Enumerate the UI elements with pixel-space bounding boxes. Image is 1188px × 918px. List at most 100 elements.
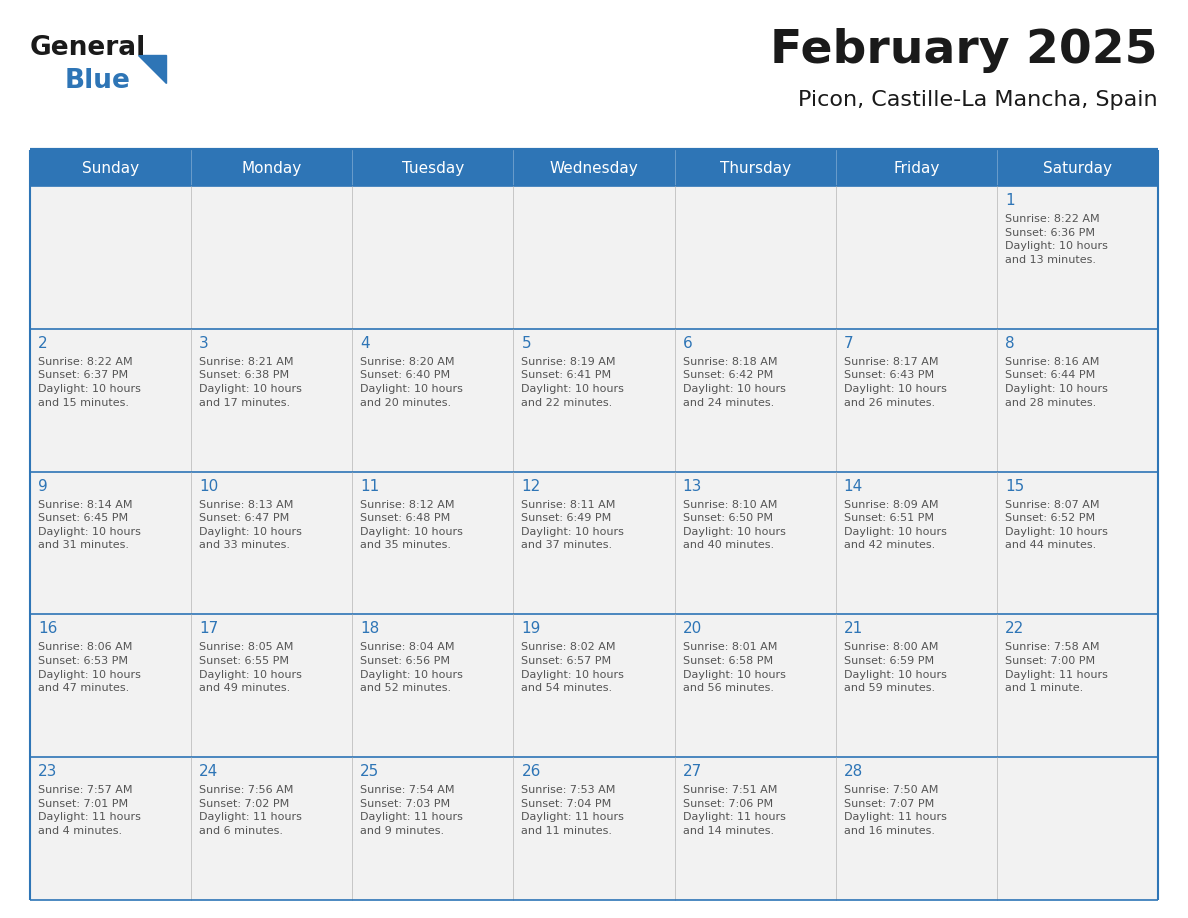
Bar [675,329,835,472]
Bar [835,757,997,900]
Text: 10: 10 [200,478,219,494]
Text: 14: 14 [843,478,862,494]
Text: Sunrise: 7:58 AM
Sunset: 7:00 PM
Daylight: 11 hours
and 1 minute.: Sunrise: 7:58 AM Sunset: 7:00 PM Dayligh… [1005,643,1107,693]
Bar [997,614,1158,757]
Bar [675,614,835,757]
Text: 8: 8 [1005,336,1015,351]
Text: 11: 11 [360,478,379,494]
Bar [191,614,353,757]
Bar [675,186,835,329]
Text: 23: 23 [38,764,57,779]
Bar [997,186,1158,329]
Text: 1: 1 [1005,193,1015,208]
Bar [191,757,353,900]
Text: 27: 27 [683,764,702,779]
Text: Sunrise: 7:50 AM
Sunset: 7:07 PM
Daylight: 11 hours
and 16 minutes.: Sunrise: 7:50 AM Sunset: 7:07 PM Dayligh… [843,785,947,836]
Bar [997,150,1158,186]
Bar [353,150,513,186]
Bar [30,757,191,900]
Text: 12: 12 [522,478,541,494]
Text: Sunrise: 7:56 AM
Sunset: 7:02 PM
Daylight: 11 hours
and 6 minutes.: Sunrise: 7:56 AM Sunset: 7:02 PM Dayligh… [200,785,302,836]
Text: Sunrise: 8:04 AM
Sunset: 6:56 PM
Daylight: 10 hours
and 52 minutes.: Sunrise: 8:04 AM Sunset: 6:56 PM Dayligh… [360,643,463,693]
Bar [513,150,675,186]
Text: 25: 25 [360,764,379,779]
Text: Sunrise: 8:06 AM
Sunset: 6:53 PM
Daylight: 10 hours
and 47 minutes.: Sunrise: 8:06 AM Sunset: 6:53 PM Dayligh… [38,643,141,693]
Bar [191,186,353,329]
Text: Picon, Castille-La Mancha, Spain: Picon, Castille-La Mancha, Spain [798,90,1158,110]
Text: Sunrise: 7:57 AM
Sunset: 7:01 PM
Daylight: 11 hours
and 4 minutes.: Sunrise: 7:57 AM Sunset: 7:01 PM Dayligh… [38,785,141,836]
Text: February 2025: February 2025 [771,28,1158,73]
Text: 9: 9 [38,478,48,494]
Text: Sunrise: 7:53 AM
Sunset: 7:04 PM
Daylight: 11 hours
and 11 minutes.: Sunrise: 7:53 AM Sunset: 7:04 PM Dayligh… [522,785,625,836]
Bar [835,186,997,329]
Bar [513,614,675,757]
Bar [513,472,675,614]
Text: Sunday: Sunday [82,161,139,175]
Bar [997,757,1158,900]
Text: 16: 16 [38,621,57,636]
Bar [513,186,675,329]
Text: Sunrise: 8:16 AM
Sunset: 6:44 PM
Daylight: 10 hours
and 28 minutes.: Sunrise: 8:16 AM Sunset: 6:44 PM Dayligh… [1005,357,1107,408]
Text: Blue: Blue [65,68,131,94]
Text: Sunrise: 8:09 AM
Sunset: 6:51 PM
Daylight: 10 hours
and 42 minutes.: Sunrise: 8:09 AM Sunset: 6:51 PM Dayligh… [843,499,947,551]
Bar [191,150,353,186]
Text: Sunrise: 8:01 AM
Sunset: 6:58 PM
Daylight: 10 hours
and 56 minutes.: Sunrise: 8:01 AM Sunset: 6:58 PM Dayligh… [683,643,785,693]
Text: Sunrise: 8:00 AM
Sunset: 6:59 PM
Daylight: 10 hours
and 59 minutes.: Sunrise: 8:00 AM Sunset: 6:59 PM Dayligh… [843,643,947,693]
Text: Sunrise: 8:10 AM
Sunset: 6:50 PM
Daylight: 10 hours
and 40 minutes.: Sunrise: 8:10 AM Sunset: 6:50 PM Dayligh… [683,499,785,551]
Polygon shape [138,55,166,83]
Bar [353,186,513,329]
Bar [353,329,513,472]
Text: 4: 4 [360,336,369,351]
Text: 13: 13 [683,478,702,494]
Bar [997,472,1158,614]
Text: 24: 24 [200,764,219,779]
Bar [191,329,353,472]
Text: Sunrise: 8:20 AM
Sunset: 6:40 PM
Daylight: 10 hours
and 20 minutes.: Sunrise: 8:20 AM Sunset: 6:40 PM Dayligh… [360,357,463,408]
Bar [30,150,191,186]
Text: Sunrise: 8:17 AM
Sunset: 6:43 PM
Daylight: 10 hours
and 26 minutes.: Sunrise: 8:17 AM Sunset: 6:43 PM Dayligh… [843,357,947,408]
Bar [513,757,675,900]
Text: Saturday: Saturday [1043,161,1112,175]
Text: Sunrise: 8:22 AM
Sunset: 6:37 PM
Daylight: 10 hours
and 15 minutes.: Sunrise: 8:22 AM Sunset: 6:37 PM Dayligh… [38,357,141,408]
Text: 15: 15 [1005,478,1024,494]
Bar [353,614,513,757]
Text: 26: 26 [522,764,541,779]
Bar [675,150,835,186]
Text: 28: 28 [843,764,862,779]
Text: 18: 18 [360,621,379,636]
Bar [835,150,997,186]
Bar [997,329,1158,472]
Bar [675,757,835,900]
Text: 7: 7 [843,336,853,351]
Text: 20: 20 [683,621,702,636]
Text: Sunrise: 8:18 AM
Sunset: 6:42 PM
Daylight: 10 hours
and 24 minutes.: Sunrise: 8:18 AM Sunset: 6:42 PM Dayligh… [683,357,785,408]
Text: Sunrise: 7:54 AM
Sunset: 7:03 PM
Daylight: 11 hours
and 9 minutes.: Sunrise: 7:54 AM Sunset: 7:03 PM Dayligh… [360,785,463,836]
Bar [191,472,353,614]
Text: Sunrise: 8:22 AM
Sunset: 6:36 PM
Daylight: 10 hours
and 13 minutes.: Sunrise: 8:22 AM Sunset: 6:36 PM Dayligh… [1005,214,1107,264]
Bar [30,614,191,757]
Text: General: General [30,35,146,61]
Text: Sunrise: 7:51 AM
Sunset: 7:06 PM
Daylight: 11 hours
and 14 minutes.: Sunrise: 7:51 AM Sunset: 7:06 PM Dayligh… [683,785,785,836]
Text: 6: 6 [683,336,693,351]
Text: Tuesday: Tuesday [402,161,465,175]
Text: Sunrise: 8:07 AM
Sunset: 6:52 PM
Daylight: 10 hours
and 44 minutes.: Sunrise: 8:07 AM Sunset: 6:52 PM Dayligh… [1005,499,1107,551]
Text: 22: 22 [1005,621,1024,636]
Text: Sunrise: 8:12 AM
Sunset: 6:48 PM
Daylight: 10 hours
and 35 minutes.: Sunrise: 8:12 AM Sunset: 6:48 PM Dayligh… [360,499,463,551]
Bar [30,472,191,614]
Text: 17: 17 [200,621,219,636]
Text: 5: 5 [522,336,531,351]
Text: Wednesday: Wednesday [550,161,638,175]
Text: Sunrise: 8:05 AM
Sunset: 6:55 PM
Daylight: 10 hours
and 49 minutes.: Sunrise: 8:05 AM Sunset: 6:55 PM Dayligh… [200,643,302,693]
Text: Sunrise: 8:19 AM
Sunset: 6:41 PM
Daylight: 10 hours
and 22 minutes.: Sunrise: 8:19 AM Sunset: 6:41 PM Dayligh… [522,357,625,408]
Text: Monday: Monday [241,161,302,175]
Text: Sunrise: 8:11 AM
Sunset: 6:49 PM
Daylight: 10 hours
and 37 minutes.: Sunrise: 8:11 AM Sunset: 6:49 PM Dayligh… [522,499,625,551]
Bar [835,329,997,472]
Bar [353,472,513,614]
Bar [30,329,191,472]
Text: 19: 19 [522,621,541,636]
Text: 3: 3 [200,336,209,351]
Text: Friday: Friday [893,161,940,175]
Text: 21: 21 [843,621,862,636]
Bar [30,186,191,329]
Bar [835,614,997,757]
